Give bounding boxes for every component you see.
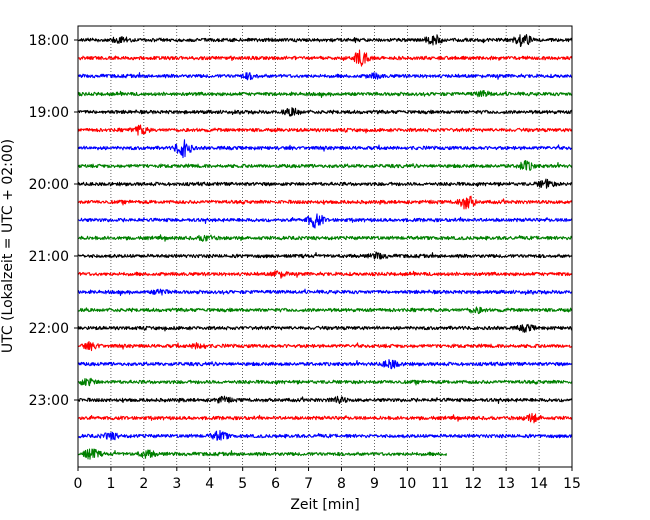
x-tick-label-1: 1 (106, 476, 115, 492)
trace-line-2015 (77, 195, 573, 210)
x-tick-label-11: 11 (431, 476, 449, 492)
trace-line-2115 (77, 270, 573, 279)
y-tick-label-1900: 19:00 (29, 105, 69, 121)
y-tick-label-2200: 22:00 (29, 321, 69, 337)
x-tick-label-6: 6 (271, 476, 280, 492)
trace-line-2330 (77, 429, 573, 441)
x-tick-label-4: 4 (205, 476, 214, 492)
x-axis-ticks: 0 1 2 3 4 5 6 7 8 9 10 11 12 13 14 15 (74, 467, 581, 492)
trace-line-2000 (77, 178, 573, 189)
trace-line-2145 (77, 306, 573, 315)
trace-line-1900 (77, 107, 573, 117)
x-tick-label-13: 13 (497, 476, 515, 492)
trace-line-1845 (77, 90, 573, 98)
x-tick-label-10: 10 (398, 476, 416, 492)
x-tick-label-15: 15 (563, 476, 581, 492)
trace-line-2215 (77, 340, 573, 352)
trace-line-1800 (77, 34, 573, 48)
trace-line-1830 (77, 71, 573, 81)
trace-line-2315 (77, 412, 573, 424)
x-tick-label-7: 7 (304, 476, 313, 492)
y-axis-label: UTC (Lokalzeit = UTC + 02:00) (0, 139, 16, 353)
x-tick-label-5: 5 (238, 476, 247, 492)
y-tick-label-2000: 20:00 (29, 177, 69, 193)
x-tick-label-3: 3 (172, 476, 181, 492)
x-tick-label-9: 9 (370, 476, 379, 492)
trace-lines (77, 34, 573, 460)
trace-line-2130 (77, 288, 573, 296)
trace-line-1815 (77, 49, 573, 67)
trace-line-2245 (77, 377, 573, 387)
trace-line-2300 (77, 395, 573, 405)
trace-line-2200 (77, 323, 573, 333)
x-tick-label-0: 0 (74, 476, 83, 492)
y-tick-label-2100: 21:00 (29, 249, 69, 265)
x-tick-label-12: 12 (464, 476, 482, 492)
trace-line-2030 (77, 213, 573, 229)
x-tick-label-2: 2 (139, 476, 148, 492)
y-tick-label-1800: 18:00 (29, 33, 69, 49)
x-tick-label-14: 14 (530, 476, 548, 492)
trace-line-2230 (77, 359, 573, 370)
trace-line-2100 (77, 251, 573, 260)
trace-line-1915 (77, 124, 573, 136)
trace-line-1945 (77, 160, 573, 171)
y-axis-ticks: 18:00 19:00 20:00 21:00 22:00 23:00 (29, 33, 78, 409)
trace-line-2345 (77, 448, 448, 460)
y-tick-label-2300: 23:00 (29, 393, 69, 409)
x-tick-label-8: 8 (337, 476, 346, 492)
plot-frame (77, 25, 573, 468)
trace-line-1930 (77, 139, 573, 159)
x-axis-label: Zeit [min] (290, 497, 359, 513)
trace-line-2045 (77, 234, 573, 242)
